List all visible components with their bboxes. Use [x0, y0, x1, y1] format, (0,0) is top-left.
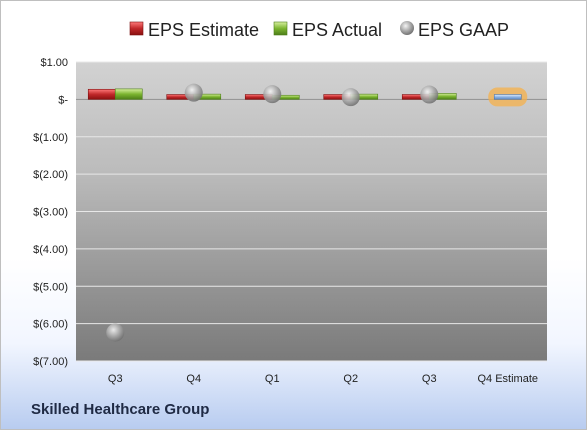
legend-item-eps-actual: EPS Actual [273, 20, 382, 40]
y-tick-label: $- [58, 94, 68, 106]
y-tick-label: $(1.00) [33, 132, 68, 144]
bar-eps-estimate [87, 88, 116, 100]
bar-eps-actual [114, 88, 143, 100]
legend-label-gaap: EPS GAAP [418, 20, 509, 40]
marker-eps-gaap [341, 88, 360, 107]
y-tick-label: $(4.00) [33, 244, 68, 256]
legend-swatch-gaap [400, 21, 414, 35]
bar-q4-estimate [493, 94, 522, 100]
marker-eps-gaap [106, 323, 125, 342]
legend-item-eps-gaap: EPS GAAP [400, 20, 509, 40]
y-tick-label: $(2.00) [33, 169, 68, 181]
x-axis-ticks: Q3 Q4 Q1 Q2 Q3 Q4 Estimate [108, 373, 538, 385]
x-tick-label: Q3 [422, 373, 437, 385]
legend-label-actual: EPS Actual [292, 20, 382, 40]
marker-eps-gaap [420, 85, 439, 104]
x-tick-label: Q4 [186, 373, 201, 385]
y-tick-label: $(5.00) [33, 281, 68, 293]
y-tick-label: $1.00 [40, 57, 68, 69]
chart-marks [87, 83, 528, 342]
legend-swatch-estimate [129, 21, 144, 36]
marker-eps-gaap [184, 83, 203, 102]
legend-item-eps-estimate: EPS Estimate [129, 20, 259, 40]
x-tick-label: Q2 [343, 373, 358, 385]
x-tick-label: Q1 [265, 373, 280, 385]
x-tick-label: Q3 [108, 373, 123, 385]
x-tick-label: Q4 Estimate [477, 373, 538, 385]
y-tick-label: $(7.00) [33, 356, 68, 368]
company-name: Skilled Healthcare Group [31, 401, 210, 418]
legend-label-estimate: EPS Estimate [148, 20, 259, 40]
marker-eps-gaap [263, 85, 282, 104]
y-tick-label: $(3.00) [33, 207, 68, 219]
legend: EPS Estimate EPS Actual EPS GAAP [129, 20, 509, 40]
legend-swatch-actual [273, 21, 288, 36]
gridlines [76, 61, 547, 362]
y-axis-ticks: $1.00 $- $(1.00) $(2.00) $(3.00) $(4.00) $(5.0… [33, 57, 68, 368]
y-tick-label: $(6.00) [33, 319, 68, 331]
